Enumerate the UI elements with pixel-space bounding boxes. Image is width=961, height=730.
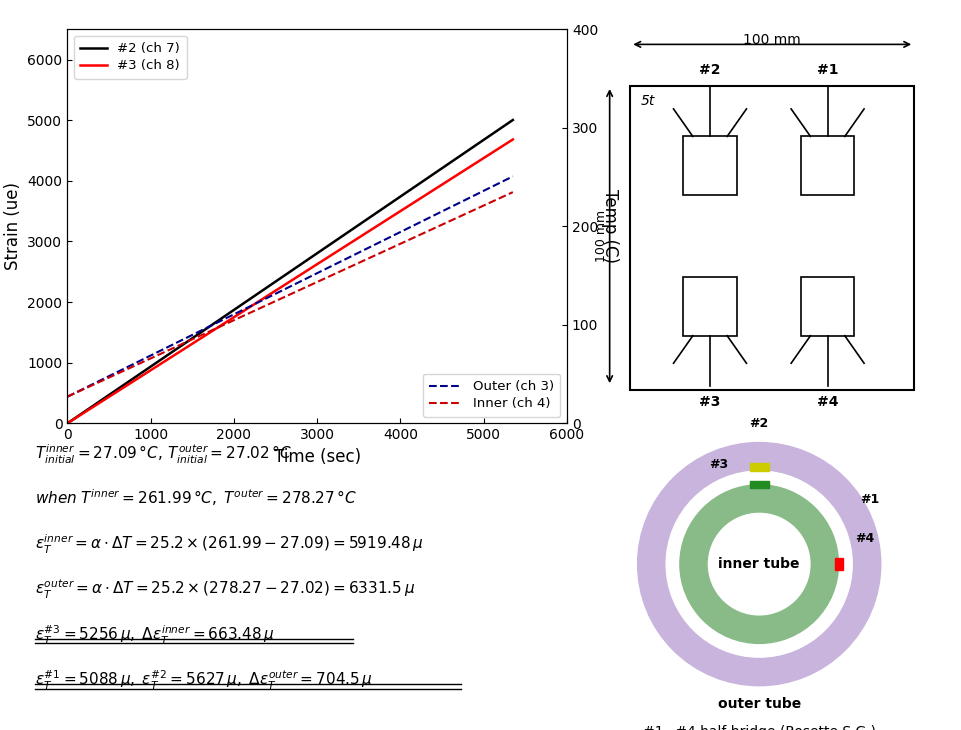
Text: 100 mm: 100 mm xyxy=(595,210,607,262)
Outer (ch 3) xyxy=(327,261,338,270)
Outer (ch 3) xyxy=(276,286,287,295)
Line: #2 (ch 7): #2 (ch 7) xyxy=(67,120,513,423)
Line: #3 (ch 8): #3 (ch 8) xyxy=(67,139,513,423)
#3 (ch 8) xyxy=(273,284,284,293)
#2 (ch 7) xyxy=(62,419,73,428)
Text: #1: #1 xyxy=(817,63,838,77)
Outer (ch 3) xyxy=(427,212,438,220)
#3 (ch 8) xyxy=(427,186,438,195)
#3 (ch 8) xyxy=(62,419,73,428)
Text: $\varepsilon_T^{\#3} = 5256\,\mu,\; \Delta\varepsilon_T^{inner} = 663.48\,\mu$: $\varepsilon_T^{\#3} = 5256\,\mu,\; \Del… xyxy=(36,623,275,647)
Circle shape xyxy=(637,442,881,685)
Bar xyxy=(750,463,769,471)
Outer (ch 3) xyxy=(62,393,73,402)
Circle shape xyxy=(666,471,852,657)
#2 (ch 7) xyxy=(276,273,287,282)
#3 (ch 8) xyxy=(497,142,508,150)
Inner (ch 4) xyxy=(276,294,287,303)
Legend: Outer (ch 3), Inner (ch 4): Outer (ch 3), Inner (ch 4) xyxy=(423,374,560,417)
Outer (ch 3) xyxy=(507,172,519,181)
Y-axis label: Strain (ue): Strain (ue) xyxy=(4,182,22,270)
Outer (ch 3) xyxy=(497,177,508,186)
#2 (ch 7) xyxy=(303,255,314,264)
Bar xyxy=(683,137,737,196)
#3 (ch 8) xyxy=(276,283,287,291)
#2 (ch 7) xyxy=(497,123,508,131)
Inner (ch 4) xyxy=(427,225,438,234)
Bar xyxy=(683,277,737,336)
Text: #3: #3 xyxy=(709,458,728,471)
Bar xyxy=(750,480,769,488)
Inner (ch 4) xyxy=(497,193,508,201)
Text: $T_{initial}^{inner} = 27.09\,°C,\, T_{initial}^{outer} = 27.02\,°C$: $T_{initial}^{inner} = 27.09\,°C,\, T_{i… xyxy=(36,442,292,466)
Inner (ch 4) xyxy=(273,295,284,304)
Line: Inner (ch 4): Inner (ch 4) xyxy=(67,192,513,396)
Outer (ch 3) xyxy=(303,273,314,282)
Text: $\varepsilon_T^{\#1} = 5088\,\mu,\; \varepsilon_T^{\#2} = 5627\,\mu,\; \Delta\va: $\varepsilon_T^{\#1} = 5088\,\mu,\; \var… xyxy=(36,669,373,692)
#2 (ch 7) xyxy=(327,239,338,247)
Text: #2: #2 xyxy=(700,63,721,77)
Text: #1: #1 xyxy=(860,493,880,506)
Text: 5t: 5t xyxy=(641,93,655,108)
#2 (ch 7) xyxy=(273,275,284,284)
Y-axis label: Temp (C): Temp (C) xyxy=(601,189,619,264)
Bar xyxy=(630,86,914,390)
#3 (ch 8) xyxy=(303,266,314,274)
Inner (ch 4) xyxy=(507,188,519,196)
#2 (ch 7) xyxy=(507,115,519,124)
Text: #1~#4 half bridge (Rosette S.G.): #1~#4 half bridge (Rosette S.G.) xyxy=(643,725,875,730)
Text: #4: #4 xyxy=(817,395,838,410)
Text: $\varepsilon_T^{inner} = \alpha \cdot \Delta T = 25.2\times(261.99-27.09) = 5919: $\varepsilon_T^{inner} = \alpha \cdot \D… xyxy=(36,533,424,556)
Bar xyxy=(835,558,843,570)
Text: outer tube: outer tube xyxy=(718,696,801,711)
Text: inner tube: inner tube xyxy=(719,557,800,571)
Circle shape xyxy=(679,485,839,643)
Bar xyxy=(801,137,854,196)
Text: $when\; T^{inner} = 261.99\,°C,\; T^{outer} = 278.27\,°C$: $when\; T^{inner} = 261.99\,°C,\; T^{out… xyxy=(36,488,357,508)
Inner (ch 4) xyxy=(62,392,73,401)
Line: Outer (ch 3): Outer (ch 3) xyxy=(67,177,513,397)
#2 (ch 7) xyxy=(427,170,438,179)
#3 (ch 8) xyxy=(327,250,338,259)
Text: $\varepsilon_T^{outer} = \alpha \cdot \Delta T = 25.2\times(278.27-27.02) = 6331: $\varepsilon_T^{outer} = \alpha \cdot \D… xyxy=(36,578,415,602)
Text: #2: #2 xyxy=(750,417,769,430)
Text: 100 mm: 100 mm xyxy=(744,33,801,47)
Inner (ch 4) xyxy=(303,282,314,291)
Text: #4: #4 xyxy=(855,532,875,545)
X-axis label: Time (sec): Time (sec) xyxy=(274,447,360,466)
Circle shape xyxy=(708,513,810,615)
Outer (ch 3) xyxy=(273,288,284,296)
Bar xyxy=(801,277,854,336)
Text: #3: #3 xyxy=(700,395,721,410)
Inner (ch 4) xyxy=(327,271,338,280)
#3 (ch 8) xyxy=(507,135,519,144)
